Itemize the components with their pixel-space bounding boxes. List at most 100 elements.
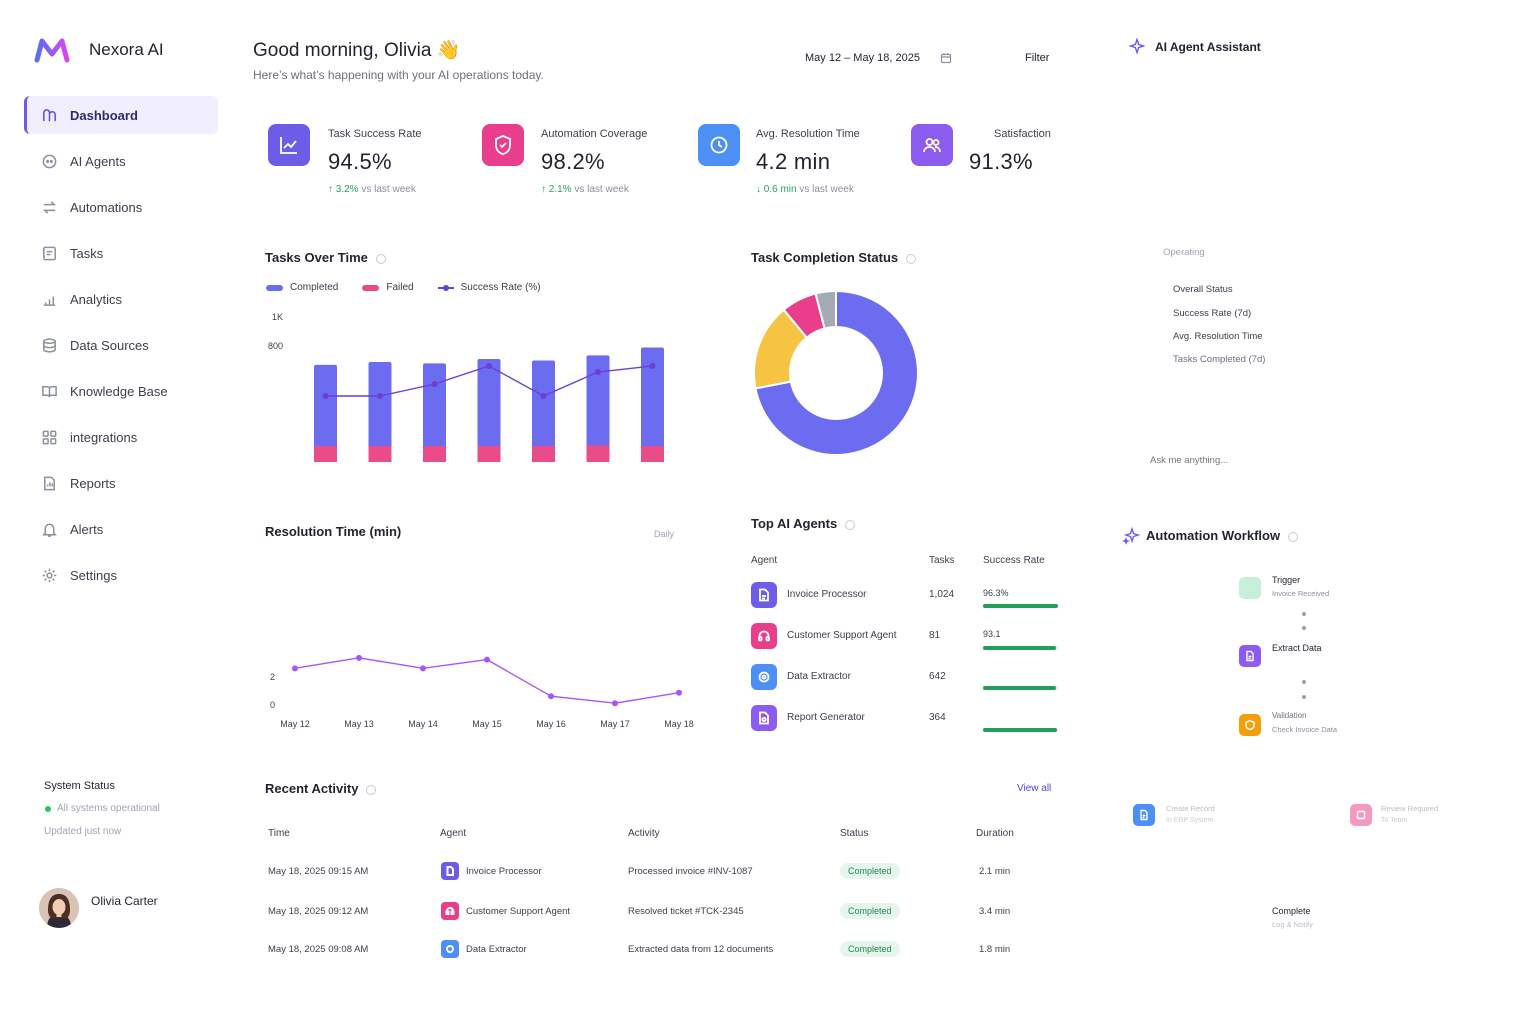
review-icon [1350, 804, 1372, 826]
agent-name: Report Generator [787, 712, 865, 723]
sidebar-item-integrations[interactable]: integrations [24, 418, 218, 456]
brand-name: Nexora AI [89, 40, 164, 59]
assistant-operating: Operating [1163, 247, 1205, 258]
sidebar-item-label: integrations [70, 429, 138, 445]
robot-icon [40, 152, 58, 170]
connector-dot [1302, 680, 1306, 684]
sidebar-item-tasks[interactable]: Tasks [24, 234, 218, 272]
arrows-swap-icon [40, 198, 58, 216]
activity-duration: 1.8 min [979, 944, 1011, 955]
trigger-icon [1239, 577, 1261, 599]
x-tick-label: May 18 [664, 719, 694, 729]
info-icon[interactable] [845, 519, 856, 530]
kpi-delta-suffix: vs last week [799, 184, 854, 195]
activity-agent: Data Extractor [466, 944, 527, 955]
system-status-updated: Updated just now [44, 826, 122, 837]
sidebar-item-ai-agents[interactable]: AI Agents [24, 142, 218, 180]
status-badge: Completed [840, 941, 900, 957]
gear-icon [40, 566, 58, 584]
task-completion-donut [753, 289, 919, 456]
brand-logo[interactable] [34, 36, 70, 64]
workflow-branch-sub: To Team [1381, 817, 1408, 824]
col-header-tasks: Tasks [929, 555, 955, 566]
sidebar-item-alerts[interactable]: Alerts [24, 510, 218, 548]
avatar[interactable] [39, 888, 79, 928]
rate-bar-fill [983, 686, 1056, 690]
tasks-over-time-title-text: Tasks Over Time [265, 250, 368, 265]
page-subtitle: Here’s what’s happening with your AI ope… [253, 68, 544, 82]
y-tick-label: 0 [270, 700, 276, 710]
status-badge: Completed [840, 903, 900, 919]
user-name[interactable]: Olivia Carter [91, 894, 158, 908]
workflow-step-sub: Invoice Received [1272, 589, 1330, 598]
sidebar-item-automations[interactable]: Automations [24, 188, 218, 226]
legend-success-rate: Success Rate (%) [460, 282, 541, 293]
sidebar-item-dashboard[interactable]: Dashboard [24, 96, 218, 134]
document-icon [441, 862, 459, 880]
donut-slice [814, 289, 837, 330]
book-icon [40, 382, 58, 400]
resolution-time-line [294, 657, 680, 704]
info-icon[interactable] [375, 253, 386, 264]
date-range-picker[interactable]: May 12 – May 18, 2025 [805, 52, 952, 64]
bar-completed [477, 359, 501, 450]
sidebar-item-reports[interactable]: Reports [24, 464, 218, 502]
legend-completed: Completed [290, 282, 339, 293]
connector-dot [1302, 695, 1306, 699]
sidebar-item-label: Alerts [70, 521, 104, 537]
sidebar-item-label: Knowledge Base [70, 383, 168, 399]
kpi-value: 98.2% [541, 149, 605, 174]
assistant-row-success-rate: Success Rate (7d) [1173, 308, 1252, 319]
assistant-row-overall-status: Overall Status [1173, 284, 1233, 295]
bar-failed [586, 445, 610, 462]
bar-failed [477, 446, 501, 462]
filter-button[interactable]: Filter [1025, 52, 1050, 64]
resolution-time-toggle[interactable]: Daily [654, 529, 675, 539]
col-header-agent: Agent [751, 555, 778, 566]
agent-tasks: 1,024 [929, 589, 955, 600]
top-agents-title: Top AI Agents [751, 516, 856, 531]
workflow-sparkle-icon [1121, 526, 1141, 550]
sidebar-item-data-sources[interactable]: Data Sources [24, 326, 218, 364]
validation-icon [1239, 714, 1261, 736]
kpi-value: 4.2 min [756, 149, 831, 174]
info-icon[interactable] [1288, 531, 1299, 542]
activity-time: May 18, 2025 09:08 AM [268, 944, 369, 955]
sidebar-item-knowledge-base[interactable]: Knowledge Base [24, 372, 218, 410]
resolution-time-point [356, 654, 362, 661]
info-icon[interactable] [906, 253, 917, 264]
activity-agent: Customer Support Agent [466, 906, 571, 917]
sidebar-item-label: Tasks [70, 245, 104, 261]
success-rate-point [540, 393, 547, 399]
shield-check-icon [482, 124, 524, 166]
resolution-time-point [484, 656, 490, 663]
kpi-delta-value: ↑ 3.2% [328, 184, 359, 195]
system-status-title: System Status [44, 780, 115, 792]
bar-completed [532, 360, 555, 450]
agent-rate: 96.3% [983, 588, 1009, 598]
kpi-value: 94.5% [328, 149, 392, 174]
view-all-link[interactable]: View all [1017, 783, 1052, 794]
sidebar-item-analytics[interactable]: Analytics [24, 280, 218, 318]
success-rate-point [595, 369, 601, 375]
assistant-input[interactable] [1150, 450, 1430, 470]
bar-completed [586, 355, 610, 449]
x-tick-label: May 13 [344, 719, 374, 729]
success-rate-point [322, 393, 329, 399]
record-icon [1133, 804, 1155, 826]
clock-icon [698, 124, 740, 166]
sidebar-item-label: Reports [70, 475, 116, 491]
sidebar-item-settings[interactable]: Settings [24, 556, 218, 594]
bar-completed [641, 347, 664, 450]
checklist-icon [40, 244, 58, 262]
rate-bar-fill [983, 604, 1059, 608]
x-tick-label: May 12 [280, 719, 310, 729]
rate-bar-fill [983, 728, 1058, 732]
activity-description: Processed invoice #INV-1087 [628, 866, 753, 877]
assistant-title: AI Agent Assistant [1155, 40, 1261, 54]
document-icon [751, 582, 777, 608]
resolution-time-title: Resolution Time (min) [265, 524, 402, 539]
info-icon[interactable] [366, 784, 377, 795]
bar-failed [423, 446, 446, 462]
tasks-legend: Completed Failed Success Rate (%) [266, 282, 541, 293]
